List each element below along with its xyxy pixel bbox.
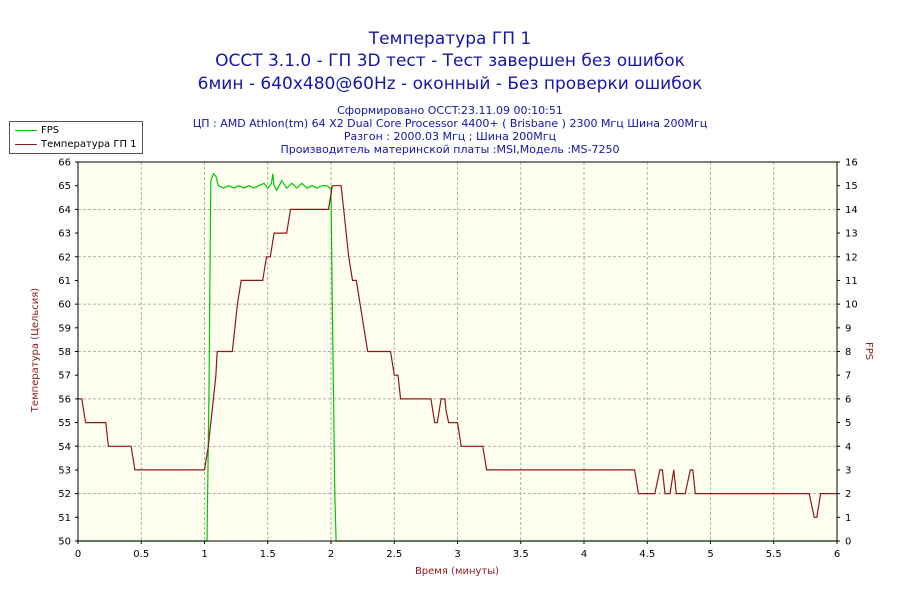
left-tick-label: 59 bbox=[58, 323, 71, 334]
right-tick-label: 4 bbox=[845, 442, 851, 453]
x-tick-label: 1.5 bbox=[260, 549, 276, 560]
left-tick-label: 64 bbox=[58, 205, 71, 216]
right-tick-label: 7 bbox=[845, 371, 851, 382]
x-tick-label: 2 bbox=[328, 549, 334, 560]
left-tick-label: 66 bbox=[58, 158, 71, 169]
info-cpu: ЦП : AMD Athlon(tm) 64 X2 Dual Core Proc… bbox=[192, 117, 708, 130]
left-tick-label: 55 bbox=[58, 418, 71, 429]
legend: FPS Температура ГП 1 bbox=[9, 121, 143, 154]
right-tick-label: 15 bbox=[845, 181, 858, 192]
x-axis-label: Время (минуты) bbox=[415, 566, 499, 577]
chart-title: Температура ГП 1 bbox=[368, 29, 532, 49]
legend-swatch-fps bbox=[15, 130, 37, 131]
right-tick-label: 3 bbox=[845, 465, 851, 476]
right-tick-label: 10 bbox=[845, 300, 858, 311]
left-axis-ticks: 50 51 52 53 54 55 56 57 58 59 60 61 62 63 64 65 66 bbox=[58, 158, 78, 548]
chart-subtitle-2: 6мин - 640x480@60Hz - оконный - Без пров… bbox=[197, 74, 703, 94]
series-line-temp bbox=[78, 185, 837, 518]
x-tick-label: 4.5 bbox=[639, 549, 655, 560]
right-tick-label: 13 bbox=[845, 229, 858, 240]
y-axis-left-label: Температура (Цельсия) bbox=[30, 288, 41, 413]
series-line-fps bbox=[78, 172, 837, 542]
left-tick-label: 52 bbox=[58, 489, 71, 500]
left-tick-label: 65 bbox=[58, 181, 71, 192]
left-tick-label: 56 bbox=[58, 394, 71, 405]
grid-lines bbox=[78, 162, 837, 541]
legend-label-fps: FPS bbox=[41, 125, 60, 136]
right-tick-label: 11 bbox=[845, 276, 858, 287]
left-tick-label: 54 bbox=[58, 442, 71, 453]
legend-label-temp: Температура ГП 1 bbox=[41, 139, 137, 150]
x-tick-label: 3 bbox=[454, 549, 460, 560]
left-tick-label: 63 bbox=[58, 229, 71, 240]
x-tick-label: 2.5 bbox=[386, 549, 402, 560]
left-tick-label: 50 bbox=[58, 537, 71, 548]
right-tick-label: 0 bbox=[845, 537, 851, 548]
right-tick-label: 6 bbox=[845, 394, 851, 405]
right-tick-label: 8 bbox=[845, 347, 851, 358]
chart-subtitle-1: OCCT 3.1.0 - ГП 3D тест - Тест завершен … bbox=[215, 51, 685, 71]
x-tick-label: 5.5 bbox=[766, 549, 782, 560]
x-tick-label: 5 bbox=[707, 549, 713, 560]
x-tick-label: 6 bbox=[834, 549, 840, 560]
legend-swatch-temp bbox=[15, 144, 37, 145]
right-tick-label: 12 bbox=[845, 252, 858, 263]
right-tick-label: 14 bbox=[845, 205, 858, 216]
left-tick-label: 53 bbox=[58, 465, 71, 476]
x-tick-label: 4 bbox=[581, 549, 587, 560]
x-axis-ticks: 0 0.5 1 1.5 2 2.5 3 3.5 4 4.5 5 5.5 6 bbox=[75, 541, 840, 560]
left-tick-label: 61 bbox=[58, 276, 71, 287]
y-axis-right-label: FPS bbox=[863, 342, 874, 360]
right-tick-label: 5 bbox=[845, 418, 851, 429]
x-tick-label: 1 bbox=[201, 549, 207, 560]
right-tick-label: 9 bbox=[845, 323, 851, 334]
left-tick-label: 60 bbox=[58, 300, 71, 311]
info-generated: Сформировано OCCT:23.11.09 00:10:51 bbox=[337, 104, 563, 117]
left-tick-label: 51 bbox=[58, 513, 71, 524]
x-tick-label: 3.5 bbox=[513, 549, 529, 560]
left-tick-label: 62 bbox=[58, 252, 71, 263]
info-overclock: Разгон : 2000.03 Мгц ; Шина 200Мгц bbox=[343, 130, 557, 143]
x-tick-label: 0 bbox=[75, 549, 81, 560]
x-tick-label: 0.5 bbox=[133, 549, 149, 560]
info-motherboard: Производитель материнской платы :MSI,Мод… bbox=[280, 143, 620, 156]
left-tick-label: 58 bbox=[58, 347, 71, 358]
plot-border bbox=[77, 161, 838, 542]
right-tick-label: 2 bbox=[845, 489, 851, 500]
left-tick-label: 57 bbox=[58, 371, 71, 382]
right-tick-label: 1 bbox=[845, 513, 851, 524]
right-tick-label: 16 bbox=[845, 158, 858, 169]
